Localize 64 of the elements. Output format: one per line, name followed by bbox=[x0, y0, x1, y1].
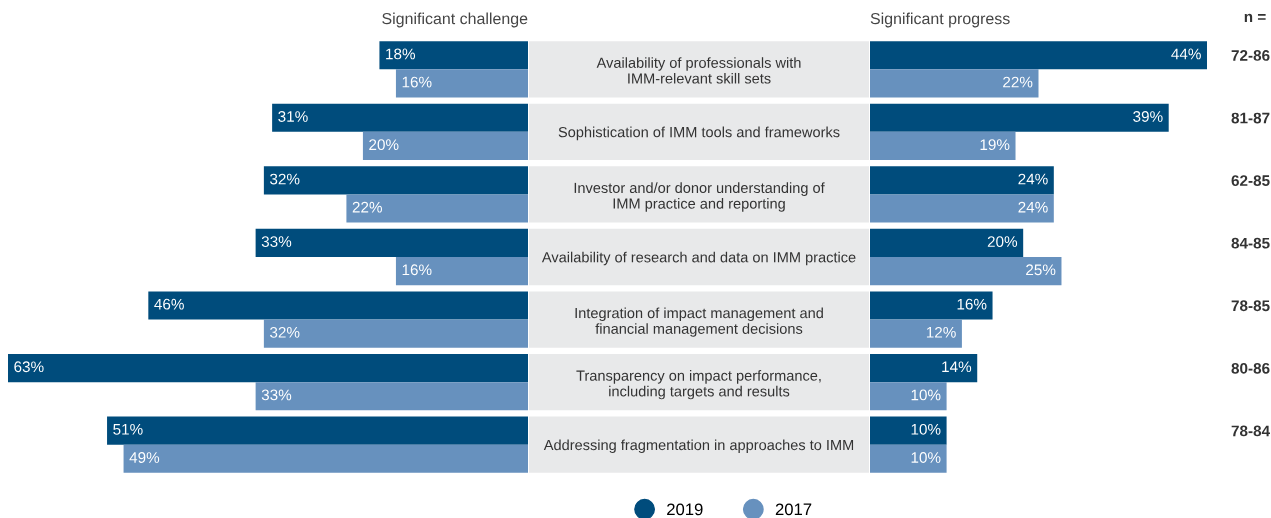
bar bbox=[362, 131, 528, 161]
text: 80-86 bbox=[1231, 362, 1270, 374]
bar bbox=[870, 228, 1024, 257]
data-label: 33% bbox=[261, 236, 292, 248]
data-label: 33% bbox=[261, 389, 292, 401]
data-label: 25% bbox=[1026, 264, 1056, 276]
data-label: 32% bbox=[270, 326, 300, 338]
bar bbox=[870, 291, 993, 320]
text: 62-85 bbox=[1231, 175, 1270, 187]
text: n = bbox=[1244, 13, 1266, 22]
data-label: 20% bbox=[369, 139, 399, 151]
bar bbox=[870, 444, 947, 473]
data-label: 49% bbox=[129, 452, 160, 463]
data-label: 63% bbox=[14, 361, 44, 373]
data-label: 51% bbox=[113, 423, 143, 435]
bar bbox=[346, 194, 528, 223]
bar bbox=[379, 41, 528, 70]
text: 84-85 bbox=[1231, 237, 1270, 249]
data-label: 31% bbox=[278, 111, 308, 122]
bar bbox=[870, 382, 947, 411]
data-label: 20% bbox=[987, 236, 1018, 248]
data-label: 10% bbox=[911, 452, 941, 463]
data-label: 10% bbox=[911, 423, 941, 435]
chart-title: Significant challenge bbox=[382, 12, 528, 28]
bar bbox=[870, 416, 947, 445]
bar bbox=[870, 69, 1039, 98]
bar bbox=[395, 69, 528, 98]
legend-label: 2017 bbox=[775, 503, 812, 516]
text: 78-85 bbox=[1231, 300, 1270, 312]
data-label: 32% bbox=[270, 173, 300, 185]
text: 78-84 bbox=[1231, 425, 1270, 437]
y-tick-label: Availability of research and data on IMM practice bbox=[541, 251, 856, 266]
data-label: 16% bbox=[402, 76, 432, 88]
bar bbox=[870, 353, 978, 383]
y-tick-label: Transparency on impact performance, including targets and results bbox=[576, 370, 821, 400]
data-label: 12% bbox=[926, 326, 956, 338]
bar bbox=[870, 194, 1054, 223]
data-label: 14% bbox=[942, 361, 972, 373]
data-label: 39% bbox=[1133, 111, 1163, 122]
data-label: 22% bbox=[1003, 76, 1033, 88]
y-tick-label: Availability of professionals with IMM-relevant skill sets bbox=[596, 57, 801, 84]
data-label: 24% bbox=[1018, 201, 1048, 213]
data-label: 22% bbox=[352, 201, 382, 213]
text: 72-86 bbox=[1231, 50, 1270, 61]
data-label: 44% bbox=[1171, 48, 1201, 60]
bar bbox=[870, 131, 1016, 161]
data-label: 16% bbox=[957, 298, 987, 310]
data-label: 18% bbox=[386, 48, 416, 60]
bar bbox=[870, 319, 962, 348]
data-label: 19% bbox=[980, 139, 1010, 151]
data-label: 46% bbox=[154, 298, 184, 310]
data-label: 24% bbox=[1018, 173, 1048, 185]
data-label: 10% bbox=[911, 389, 941, 401]
y-tick-label: Sophistication of IMM tools and frameworks bbox=[558, 126, 840, 141]
bar bbox=[870, 166, 1054, 195]
bar bbox=[395, 257, 528, 286]
y-tick-label: Integration of impact management and financial management decisions bbox=[575, 307, 823, 337]
text: 81-87 bbox=[1231, 112, 1270, 124]
legend-label: 2019 bbox=[667, 503, 703, 516]
y-tick-label: Investor and/or donor understanding of IMM practice and reporting bbox=[574, 182, 825, 212]
bar bbox=[870, 257, 1062, 286]
chart-title: Significant progress bbox=[870, 12, 1010, 28]
y-tick-label: Addressing fragmentation in approaches to IMM bbox=[543, 439, 854, 454]
data-label: 16% bbox=[402, 264, 432, 276]
